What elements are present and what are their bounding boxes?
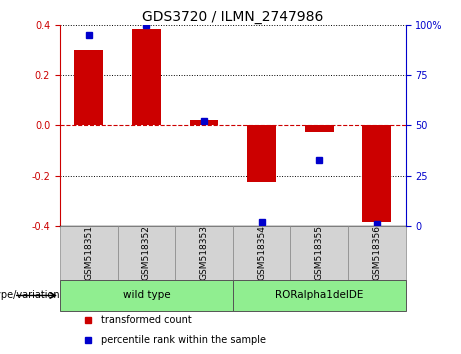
Text: transformed count: transformed count bbox=[101, 315, 192, 325]
Text: GSM518352: GSM518352 bbox=[142, 225, 151, 280]
Bar bbox=[233, 280, 406, 311]
Bar bbox=[305, 125, 334, 132]
Bar bbox=[60, 226, 118, 280]
Text: GSM518353: GSM518353 bbox=[200, 225, 208, 280]
Text: wild type: wild type bbox=[123, 291, 170, 301]
Bar bbox=[74, 50, 103, 125]
Text: GSM518355: GSM518355 bbox=[315, 225, 324, 280]
Bar bbox=[290, 226, 348, 280]
Bar bbox=[175, 226, 233, 280]
Text: percentile rank within the sample: percentile rank within the sample bbox=[101, 335, 266, 345]
Bar bbox=[233, 226, 290, 280]
Bar bbox=[60, 280, 233, 311]
Text: GSM518351: GSM518351 bbox=[84, 225, 93, 280]
Title: GDS3720 / ILMN_2747986: GDS3720 / ILMN_2747986 bbox=[142, 10, 324, 24]
Bar bbox=[132, 29, 161, 125]
Bar bbox=[247, 125, 276, 182]
Text: GSM518356: GSM518356 bbox=[372, 225, 381, 280]
Bar bbox=[348, 226, 406, 280]
Text: RORalpha1delDE: RORalpha1delDE bbox=[275, 291, 363, 301]
Bar bbox=[362, 125, 391, 222]
Text: genotype/variation: genotype/variation bbox=[0, 291, 60, 301]
Bar bbox=[118, 226, 175, 280]
Text: GSM518354: GSM518354 bbox=[257, 225, 266, 280]
Bar bbox=[189, 120, 219, 125]
